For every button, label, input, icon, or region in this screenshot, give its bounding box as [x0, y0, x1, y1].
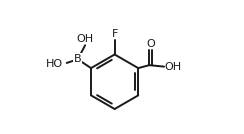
- Text: B: B: [74, 54, 81, 64]
- Text: HO: HO: [46, 59, 63, 69]
- Text: OH: OH: [77, 34, 94, 44]
- Text: OH: OH: [165, 62, 182, 72]
- Text: O: O: [146, 39, 155, 49]
- Text: F: F: [112, 29, 118, 39]
